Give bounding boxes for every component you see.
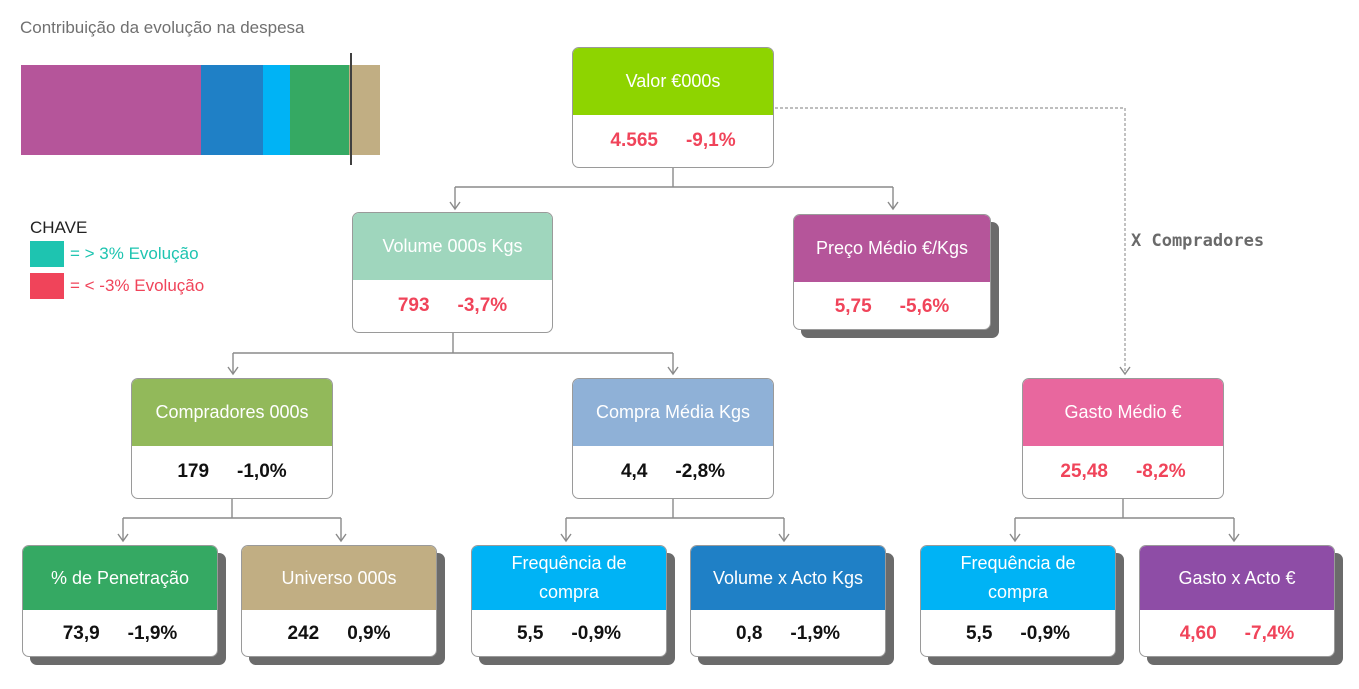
legend-header: CHAVE xyxy=(30,218,88,237)
node-valor-values: 4.565 -9,1% xyxy=(573,115,773,167)
node-penetracao-label: % de Penetração xyxy=(23,546,217,610)
node-compradores-change: -1,0% xyxy=(237,461,287,482)
node-volume-value: 793 xyxy=(397,295,430,316)
node-preco-values: 5,75 -5,6% xyxy=(794,282,990,329)
node-universo-values: 242 0,9% xyxy=(242,610,436,656)
node-frequencia-2-label: Frequência de compra xyxy=(921,546,1115,610)
bar-segment-preco xyxy=(21,65,201,155)
node-frequencia-2-change: -0,9% xyxy=(1020,623,1071,644)
node-compra-media: Compra Média Kgs 4,4 -2,8% xyxy=(572,378,774,499)
node-volume-label: Volume 000s Kgs xyxy=(353,213,552,280)
legend-negative: = < -3% Evolução xyxy=(30,270,204,302)
node-preco: Preço Médio €/Kgs 5,75 -5,6% xyxy=(793,214,991,330)
node-valor-change: -9,1% xyxy=(685,130,736,151)
node-penetracao: % de Penetração 73,9 -1,9% xyxy=(22,545,218,657)
node-volume-acto-values: 0,8 -1,9% xyxy=(691,610,885,656)
legend-positive: = > 3% Evolução xyxy=(30,238,204,270)
node-volume-change: -3,7% xyxy=(457,295,508,316)
bar-segment-penetracao xyxy=(290,65,350,155)
node-frequencia-1-label: Frequência de compra xyxy=(472,546,666,610)
node-volume-values: 793 -3,7% xyxy=(353,280,552,332)
node-volume-acto-value: 0,8 xyxy=(735,623,763,644)
node-preco-change: -5,6% xyxy=(899,295,950,317)
node-penetracao-value: 73,9 xyxy=(62,623,100,644)
node-penetracao-values: 73,9 -1,9% xyxy=(23,610,217,656)
node-frequencia-1-change: -0,9% xyxy=(571,623,622,644)
connector-volume xyxy=(232,333,674,373)
node-frequencia-1-value: 5,5 xyxy=(516,623,544,644)
node-volume-acto-label: Volume x Acto Kgs xyxy=(691,546,885,610)
node-compradores-value: 179 xyxy=(177,461,210,482)
node-gasto-medio-values: 25,48 -8,2% xyxy=(1023,446,1223,498)
x-compradores-label: X Compradores xyxy=(1131,231,1265,251)
negative-swatch xyxy=(30,273,64,299)
connector-compra-media xyxy=(565,499,785,540)
node-gasto-acto-change: -7,4% xyxy=(1244,623,1295,644)
node-universo-change: 0,9% xyxy=(347,623,391,644)
connector-x-compradores xyxy=(775,107,1126,372)
contribution-bar xyxy=(21,65,380,155)
node-valor-label: Valor €000s xyxy=(573,48,773,115)
node-volume-acto: Volume x Acto Kgs 0,8 -1,9% xyxy=(690,545,886,657)
negative-label: = < -3% Evolução xyxy=(70,276,205,295)
legend: CHAVE = > 3% Evolução = < -3% Evolução xyxy=(30,218,204,302)
node-compradores-values: 179 -1,0% xyxy=(132,446,332,498)
bar-segment-volume-acto xyxy=(200,65,264,155)
positive-swatch xyxy=(30,241,64,267)
node-gasto-acto-value: 4,60 xyxy=(1179,623,1217,644)
node-preco-label: Preço Médio €/Kgs xyxy=(794,215,990,282)
node-gasto-medio-label: Gasto Médio € xyxy=(1023,379,1223,446)
node-gasto-acto-values: 4,60 -7,4% xyxy=(1140,610,1334,656)
connector-valor xyxy=(454,168,894,208)
node-compradores: Compradores 000s 179 -1,0% xyxy=(131,378,333,499)
node-volume-acto-change: -1,9% xyxy=(790,623,841,644)
node-gasto-medio-value: 25,48 xyxy=(1060,461,1108,482)
node-universo: Universo 000s 242 0,9% xyxy=(241,545,437,657)
node-compra-media-change: -2,8% xyxy=(675,461,726,482)
node-universo-label: Universo 000s xyxy=(242,546,436,610)
node-frequencia-2-value: 5,5 xyxy=(965,623,993,644)
node-compra-media-values: 4,4 -2,8% xyxy=(573,446,773,498)
node-valor: Valor €000s 4.565 -9,1% xyxy=(572,47,774,168)
connector-compradores xyxy=(122,499,342,540)
connector-gasto-medio xyxy=(1014,499,1235,540)
node-preco-value: 5,75 xyxy=(834,295,872,317)
bar-reference-line xyxy=(350,53,352,165)
node-valor-value: 4.565 xyxy=(610,130,658,151)
node-gasto-medio: Gasto Médio € 25,48 -8,2% xyxy=(1022,378,1224,499)
node-frequencia-1-values: 5,5 -0,9% xyxy=(472,610,666,656)
node-penetracao-change: -1,9% xyxy=(127,623,178,644)
node-frequencia-2: Frequência de compra 5,5 -0,9% xyxy=(920,545,1116,657)
node-compra-media-value: 4,4 xyxy=(620,461,648,482)
node-compradores-label: Compradores 000s xyxy=(132,379,332,446)
node-gasto-acto-label: Gasto x Acto € xyxy=(1140,546,1334,610)
node-volume: Volume 000s Kgs 793 -3,7% xyxy=(352,212,553,333)
node-gasto-acto: Gasto x Acto € 4,60 -7,4% xyxy=(1139,545,1335,657)
positive-label: = > 3% Evolução xyxy=(70,244,199,263)
node-universo-value: 242 xyxy=(287,623,320,644)
bar-segment-universo xyxy=(349,65,380,155)
page-title: Contribuição da evolução na despesa xyxy=(20,18,305,37)
node-frequencia-2-values: 5,5 -0,9% xyxy=(921,610,1115,656)
bar-segment-frequencia xyxy=(263,65,291,155)
node-compra-media-label: Compra Média Kgs xyxy=(573,379,773,446)
node-frequencia-1: Frequência de compra 5,5 -0,9% xyxy=(471,545,667,657)
node-gasto-medio-change: -8,2% xyxy=(1135,461,1186,482)
